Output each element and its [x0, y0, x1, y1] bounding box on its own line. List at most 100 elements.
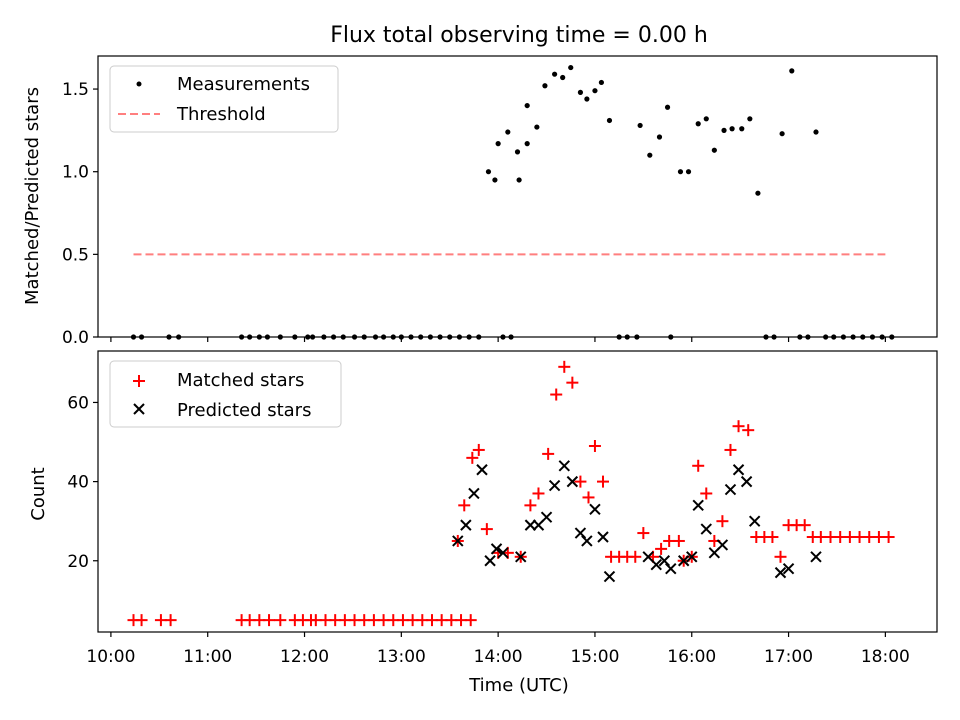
bottom-y-tick-label: 60 [67, 393, 89, 413]
top-y-tick-label: 0.5 [62, 245, 89, 265]
predicted-star-point [540, 511, 553, 523]
measurement-point [850, 334, 856, 340]
measurement-point [247, 334, 253, 340]
matched-star-point [597, 475, 610, 488]
matched-star-point [716, 515, 729, 528]
measurement-point [729, 126, 735, 132]
bottom-y-tick-label: 20 [67, 552, 89, 572]
measurement-point [514, 149, 521, 155]
matched-star-point [574, 475, 587, 488]
measurement-point [560, 74, 566, 81]
measurement-point [860, 334, 866, 340]
x-axis-label: Time (UTC) [468, 675, 569, 696]
predicted-star-point [686, 551, 698, 563]
predicted-star-point [810, 551, 822, 563]
measurement-point [695, 121, 701, 127]
predicted-star-point [574, 527, 587, 539]
top-panel: Flux total observing time = 0.00 h 0.0 0.… [22, 23, 938, 348]
predicted-star-point [665, 562, 677, 575]
predicted-star-point [581, 535, 593, 547]
measurement-point [869, 334, 876, 340]
legend-threshold-label: Threshold [176, 104, 266, 125]
measurement-point [408, 334, 414, 340]
matched-star-point [637, 527, 650, 540]
predicted-star-point [589, 503, 601, 516]
matched-star-point [692, 459, 705, 472]
measurement-point [534, 124, 540, 130]
predicted-star-point [603, 570, 616, 583]
measurement-point [624, 334, 630, 340]
measurement-point [176, 334, 182, 340]
measurement-point [500, 334, 506, 340]
predicted-star-point [740, 475, 753, 488]
measurement-point [711, 147, 717, 153]
measurement-point [664, 104, 671, 110]
matched-star-point [464, 614, 477, 627]
measurement-point [823, 334, 829, 340]
x-tick-label: 14:00 [474, 647, 523, 667]
measurement-point [592, 88, 598, 94]
bottom-y-axis: 20 40 60 [67, 393, 98, 572]
measurement-point [524, 141, 530, 147]
matched-star-point [732, 420, 745, 433]
measurement-point [398, 334, 404, 340]
measurement-point [677, 169, 684, 175]
measurement-point [447, 334, 453, 340]
measurement-point [508, 334, 514, 340]
x-tick-label: 18:00 [861, 647, 910, 667]
measurement-point [372, 334, 379, 340]
measurement-point [390, 334, 396, 340]
predicted-star-point [497, 547, 509, 559]
top-y-tick-label: 1.0 [62, 163, 89, 183]
predicted-star-point [692, 499, 704, 512]
measurement-point [505, 129, 511, 135]
bottom-series-group [127, 360, 895, 627]
matched-star-point [672, 534, 685, 547]
measurement-point [330, 334, 337, 340]
matched-star-point [724, 443, 737, 456]
predicted-star-point [548, 479, 561, 492]
predicted-star-point [716, 539, 729, 551]
predicted-star-point [748, 515, 761, 527]
matched-star-point [524, 499, 537, 512]
matched-star-point [532, 487, 545, 500]
measurement-point [739, 126, 745, 132]
measurement-point [568, 64, 574, 71]
measurement-point [831, 334, 837, 340]
measurement-point [584, 96, 590, 102]
matched-star-point [472, 443, 485, 456]
top-y-axis: 0.0 0.5 1.0 1.5 [62, 80, 98, 348]
predicted-star-point [484, 555, 496, 567]
matched-star-point [742, 424, 755, 437]
chart-title: Flux total observing time = 0.00 h [330, 23, 708, 48]
measurement-point [598, 79, 605, 86]
predicted-star-point [732, 464, 745, 476]
measurement-point [292, 334, 298, 340]
predicted-star-point [558, 460, 570, 472]
measurement-point [130, 334, 137, 340]
measurement-point [361, 334, 367, 340]
bottom-legend-box [109, 360, 342, 428]
measurement-point [476, 334, 482, 340]
legend-matched-label: Matched stars [177, 370, 304, 391]
measurement-point [813, 129, 819, 135]
top-legend-box [109, 65, 339, 133]
matched-star-point [629, 550, 642, 563]
top-y-axis-label: Matched/Predicted stars [22, 87, 43, 305]
predicted-star-point [476, 464, 488, 476]
measurement-point [516, 177, 522, 183]
measurement-point [138, 334, 145, 340]
x-tick-label: 17:00 [764, 647, 813, 667]
measurement-point [427, 334, 433, 340]
x-tick-label: 11:00 [183, 647, 232, 667]
measurement-point [495, 141, 501, 147]
x-tick-label: 16:00 [667, 647, 716, 667]
legend-predicted-label: Predicted stars [177, 400, 311, 421]
bottom-legend: Matched stars Predicted stars [109, 360, 342, 428]
legend-measurements-label: Measurements [177, 74, 310, 95]
top-y-tick-label: 0.0 [62, 328, 89, 348]
matched-star-point [582, 491, 595, 504]
measurement-point [779, 131, 785, 137]
predicted-star-point [490, 543, 503, 555]
